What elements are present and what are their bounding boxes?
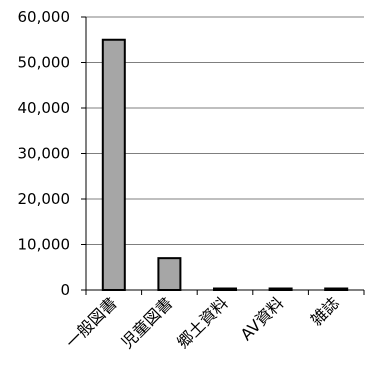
y-axis-ticks: 0 10,000 20,000 30,000 40,000 50,000 60,000 xyxy=(18,8,87,299)
bar-1 xyxy=(103,40,125,290)
x-tick-label: 一般図書 xyxy=(62,293,121,352)
x-tick-label: AV資料 xyxy=(237,293,288,344)
x-tick-label: 郷土資料 xyxy=(173,293,232,352)
y-tick-label: 10,000 xyxy=(18,236,71,254)
y-tick-label: 60,000 xyxy=(18,8,71,26)
x-tick-label: 児童図書 xyxy=(118,293,177,352)
bars xyxy=(103,40,347,290)
x-tick-label: 雑誌 xyxy=(307,293,343,329)
bar-2 xyxy=(158,258,180,290)
y-tick-label: 50,000 xyxy=(18,54,71,72)
gridlines xyxy=(86,17,364,245)
y-tick-label: 20,000 xyxy=(18,190,71,208)
y-tick-label: 0 xyxy=(60,281,70,299)
y-tick-label: 40,000 xyxy=(18,99,71,117)
y-tick-label: 30,000 xyxy=(18,145,71,163)
